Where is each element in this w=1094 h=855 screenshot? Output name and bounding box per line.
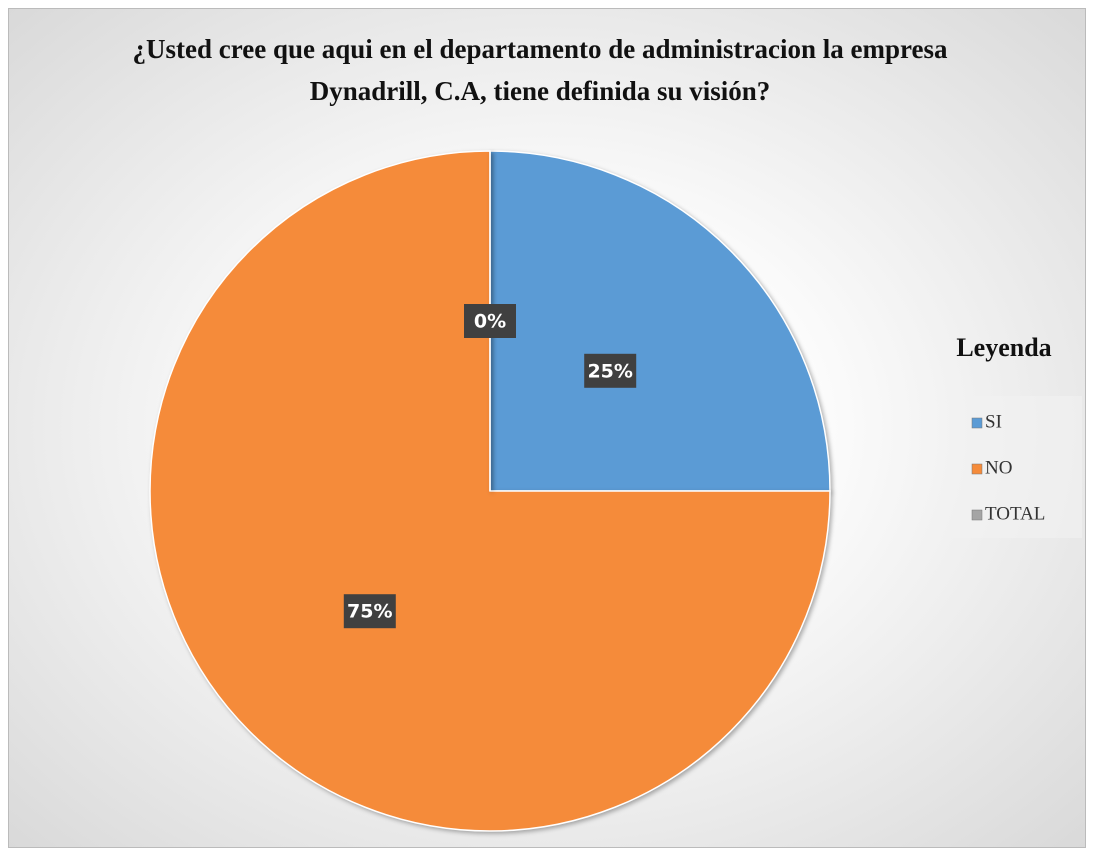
value-label-bg — [464, 304, 516, 338]
legend-swatch — [971, 417, 983, 429]
legend-label: NO — [985, 457, 1012, 478]
value-label: 0% — [474, 311, 506, 333]
legend-swatch — [971, 509, 983, 521]
value-label-bg — [343, 594, 396, 629]
value-label: 25% — [587, 360, 632, 382]
legend-swatch — [971, 463, 983, 475]
legend-title: Leyenda — [956, 333, 1051, 362]
chart-title: ¿Usted cree que aqui en el departamento … — [132, 34, 948, 106]
legend-label: SI — [985, 411, 1002, 432]
legend-label: TOTAL — [985, 503, 1045, 524]
value-label-bg — [584, 353, 637, 388]
value-label: 75% — [347, 601, 392, 623]
pie-slice — [489, 150, 831, 492]
